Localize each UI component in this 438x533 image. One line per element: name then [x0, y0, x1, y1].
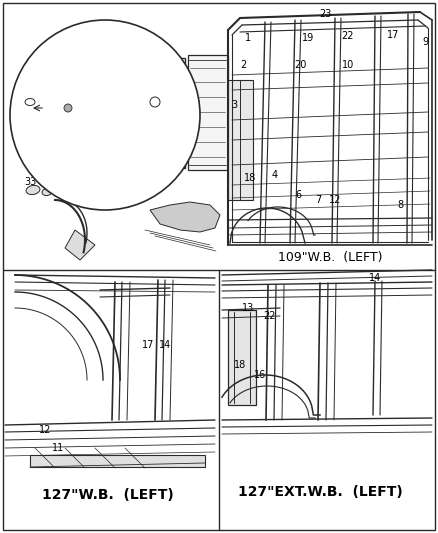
Ellipse shape — [26, 185, 40, 195]
Text: 30: 30 — [139, 100, 151, 110]
Text: 7: 7 — [315, 195, 321, 205]
Text: 12: 12 — [329, 195, 341, 205]
Bar — [228, 310, 256, 405]
Text: 14: 14 — [369, 273, 381, 283]
Text: 20: 20 — [294, 60, 306, 70]
Text: 32: 32 — [191, 210, 203, 220]
Text: 10: 10 — [342, 60, 354, 70]
Circle shape — [64, 104, 72, 112]
Text: 18: 18 — [244, 173, 256, 183]
Text: 6: 6 — [295, 190, 301, 200]
Text: 9: 9 — [422, 37, 428, 47]
Text: 22: 22 — [264, 311, 276, 321]
Text: 17: 17 — [387, 30, 399, 40]
Text: 18: 18 — [234, 360, 246, 370]
Text: 29: 29 — [169, 143, 181, 153]
Text: 8: 8 — [397, 200, 403, 210]
Text: 31: 31 — [129, 50, 141, 60]
Polygon shape — [65, 230, 95, 260]
Text: 127"W.B.  (LEFT): 127"W.B. (LEFT) — [42, 488, 174, 502]
Text: 17: 17 — [142, 340, 154, 350]
Circle shape — [10, 20, 200, 210]
Text: 19: 19 — [302, 33, 314, 43]
Bar — [72, 68, 124, 148]
Text: 24: 24 — [91, 50, 103, 60]
Text: 127"EXT.W.B.  (LEFT): 127"EXT.W.B. (LEFT) — [238, 485, 403, 499]
Text: 1: 1 — [245, 33, 251, 43]
Ellipse shape — [42, 189, 52, 196]
Text: 13: 13 — [242, 303, 254, 313]
Bar — [188, 55, 228, 170]
Text: 14: 14 — [159, 340, 171, 350]
Text: 4: 4 — [272, 170, 278, 180]
Polygon shape — [150, 202, 220, 232]
Text: 28: 28 — [36, 70, 48, 80]
Text: 34: 34 — [36, 95, 48, 105]
Text: 11: 11 — [52, 443, 64, 453]
Bar — [228, 80, 253, 200]
Text: 23: 23 — [319, 9, 331, 19]
Bar — [76, 72, 120, 144]
Text: 109"W.B.  (LEFT): 109"W.B. (LEFT) — [278, 252, 382, 264]
Bar — [30, 455, 205, 467]
Text: 2: 2 — [240, 60, 246, 70]
Text: 27: 27 — [79, 147, 91, 157]
Text: 16: 16 — [254, 370, 266, 380]
Text: 33: 33 — [24, 177, 36, 187]
Text: 12: 12 — [39, 425, 51, 435]
Text: 22: 22 — [342, 31, 354, 41]
Text: 3: 3 — [231, 100, 237, 110]
Bar — [130, 58, 185, 168]
